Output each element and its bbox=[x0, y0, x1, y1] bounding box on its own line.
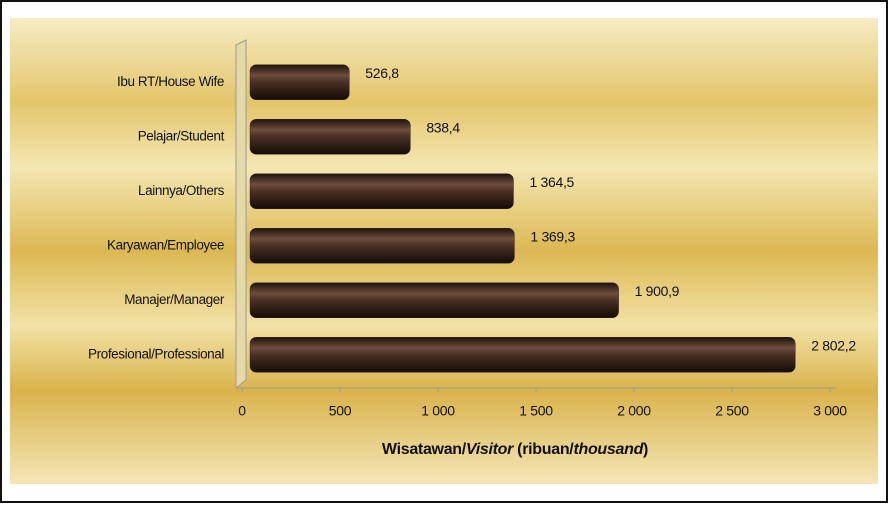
axis-wall bbox=[235, 39, 247, 390]
category-label: Profesional/Professional bbox=[88, 346, 224, 361]
category-label: Manajer/Manager bbox=[124, 292, 225, 307]
x-axis-title: Wisatawan/Visitor (ribuan/thousand) bbox=[382, 441, 648, 458]
value-label: 1 900,9 bbox=[635, 283, 680, 299]
x-tick-label: 1 500 bbox=[519, 403, 553, 419]
x-axis-title-part: Wisatawan/ bbox=[382, 441, 467, 458]
category-label: Lainnya/Others bbox=[138, 183, 225, 198]
x-tick-label: 3 000 bbox=[813, 403, 847, 419]
value-label: 2 802,2 bbox=[811, 337, 856, 353]
bar bbox=[249, 173, 514, 209]
category-label: Ibu RT/House Wife bbox=[117, 74, 224, 89]
x-axis-title-part: (ribuan/ bbox=[513, 441, 574, 458]
value-label: 1 369,3 bbox=[530, 228, 575, 244]
value-label: 526,8 bbox=[365, 65, 399, 81]
x-axis-title-part: thousand bbox=[573, 441, 644, 458]
bar bbox=[249, 64, 350, 100]
bar bbox=[249, 119, 411, 155]
category-label: Pelajar/Student bbox=[138, 128, 225, 143]
bar bbox=[249, 228, 515, 264]
x-tick-label: 2 500 bbox=[715, 403, 749, 419]
x-axis-title-part: ) bbox=[643, 441, 648, 458]
bar bbox=[249, 337, 796, 373]
x-tick-label: 1 000 bbox=[421, 403, 455, 419]
x-tick-label: 2 000 bbox=[617, 403, 651, 419]
value-label: 1 364,5 bbox=[529, 174, 574, 190]
bar bbox=[249, 282, 619, 318]
category-label: Karyawan/Employee bbox=[107, 237, 224, 252]
x-tick-label: 0 bbox=[238, 403, 246, 419]
x-tick-label: 500 bbox=[329, 403, 352, 419]
x-axis-title-part: Visitor bbox=[466, 441, 514, 458]
value-label: 838,4 bbox=[426, 119, 460, 135]
